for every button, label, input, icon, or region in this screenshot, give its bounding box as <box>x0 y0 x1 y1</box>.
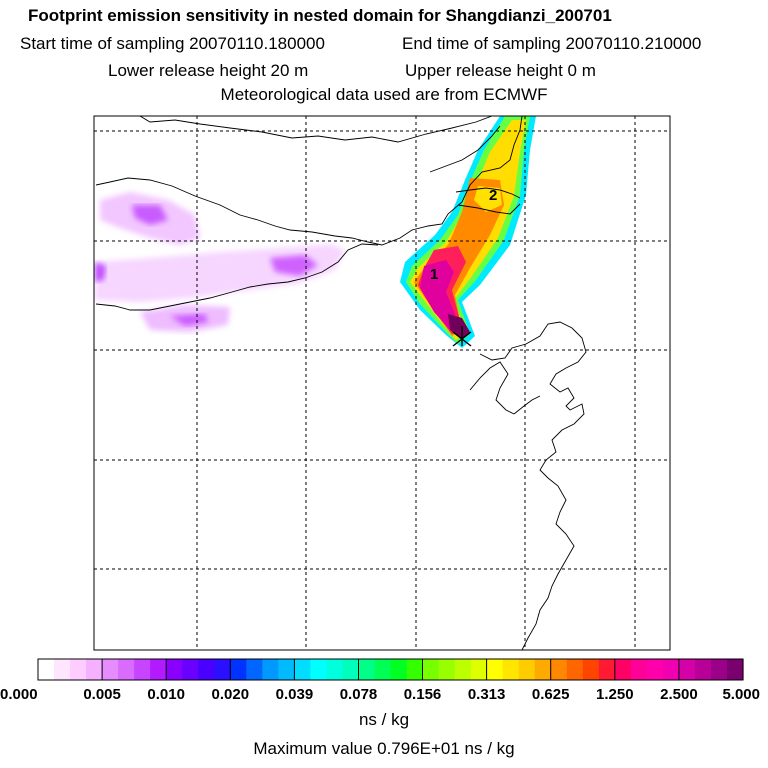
sensitivity-field <box>95 116 536 348</box>
plume-magenta <box>420 260 458 330</box>
colorbar-swatch <box>646 659 664 680</box>
colorbar-swatch <box>38 659 55 680</box>
colorbar-tick-label: 0.020 <box>212 686 250 703</box>
colorbar-units: ns / kg <box>358 710 410 729</box>
colorbar-swatch <box>326 659 344 680</box>
receptor-site-icon <box>452 326 472 347</box>
lower-release-label: Lower release height 20 m <box>108 61 309 80</box>
colorbar-tick-label: 2.500 <box>660 686 698 703</box>
met-data-label: Meteorological data used are from ECMWF <box>220 85 548 104</box>
colorbar-swatch <box>454 659 472 680</box>
low-sensitivity-patch <box>95 262 106 282</box>
colorbar-tick-label: 0.078 <box>340 686 378 703</box>
colorbar-swatch <box>230 659 247 680</box>
colorbar-swatch <box>486 659 504 680</box>
colorbar-swatch <box>134 659 151 680</box>
colorbar-swatch <box>294 659 311 680</box>
colorbar-swatch <box>70 659 87 680</box>
colorbar-swatch <box>342 659 360 680</box>
plume-core <box>448 314 470 340</box>
colorbar-tick-label: 0.039 <box>276 686 314 703</box>
low-sensitivity-patch <box>132 205 168 225</box>
colorbar-swatch <box>358 659 376 680</box>
upper-release-label: Upper release height 0 m <box>405 61 596 80</box>
colorbar-swatch <box>630 659 648 680</box>
colorbar-tick-label: 1.250 <box>596 686 634 703</box>
map-grid <box>94 116 670 650</box>
colorbar-swatch <box>262 659 279 680</box>
colorbar-swatch <box>102 659 119 680</box>
colorbar-swatch <box>566 659 584 680</box>
colorbar-swatch <box>598 659 616 680</box>
colorbar-tick-label: 0.156 <box>404 686 442 703</box>
start-time-label: Start time of sampling 20070110.180000 <box>20 34 325 53</box>
colorbar-swatch <box>182 659 199 680</box>
end-time-label: End time of sampling 20070110.210000 <box>402 34 702 53</box>
colorbar-tick-label: 0.005 <box>83 686 121 703</box>
colorbar-swatch <box>550 659 568 680</box>
marker-1: 1 <box>430 266 438 283</box>
colorbar-swatch <box>166 659 183 680</box>
coastlines <box>95 116 587 650</box>
colorbar-swatch <box>390 659 408 680</box>
colorbar-swatch <box>470 659 488 680</box>
marker-2: 2 <box>489 187 497 204</box>
colorbar-swatch <box>422 659 440 680</box>
release-markers: 1 2 <box>430 187 497 347</box>
colorbar-swatch <box>710 659 728 680</box>
colorbar-swatch <box>518 659 536 680</box>
colorbar-swatch <box>726 659 744 680</box>
max-value-label: Maximum value 0.796E+01 ns / kg <box>253 739 515 758</box>
colorbar-swatch <box>278 659 295 680</box>
colorbar-swatch <box>406 659 424 680</box>
colorbar-swatch <box>534 659 552 680</box>
colorbar <box>38 659 744 680</box>
colorbar-swatch <box>374 659 392 680</box>
colorbar-ticks: 0.000 0.005 0.010 0.020 0.039 0.078 0.156 0.313… <box>0 659 760 703</box>
plume-north-yellow <box>474 186 502 212</box>
colorbar-swatch <box>214 659 231 680</box>
colorbar-swatch <box>198 659 215 680</box>
colorbar-swatch <box>86 659 103 680</box>
colorbar-swatch <box>502 659 520 680</box>
colorbar-swatch <box>438 659 456 680</box>
colorbar-tick-label: 0.313 <box>468 686 506 703</box>
low-sensitivity-patch <box>95 244 345 302</box>
colorbar-swatch <box>150 659 167 680</box>
colorbar-swatch <box>246 659 263 680</box>
colorbar-swatch <box>582 659 600 680</box>
colorbar-swatch <box>614 659 632 680</box>
colorbar-tick-label: 5.000 <box>722 686 760 703</box>
map-frame <box>93 115 671 651</box>
colorbar-swatch <box>54 659 71 680</box>
colorbar-swatch <box>118 659 135 680</box>
colorbar-swatch <box>662 659 680 680</box>
colorbar-swatch <box>694 659 712 680</box>
colorbar-tick-label: 0.000 <box>0 686 38 703</box>
colorbar-tick-label: 0.010 <box>147 686 185 703</box>
colorbar-tick-label: 0.625 <box>532 686 570 703</box>
low-sensitivity-patch <box>170 314 208 326</box>
colorbar-swatch <box>310 659 328 680</box>
chart-title: Footprint emission sensitivity in nested… <box>28 6 612 25</box>
colorbar-swatch <box>678 659 696 680</box>
